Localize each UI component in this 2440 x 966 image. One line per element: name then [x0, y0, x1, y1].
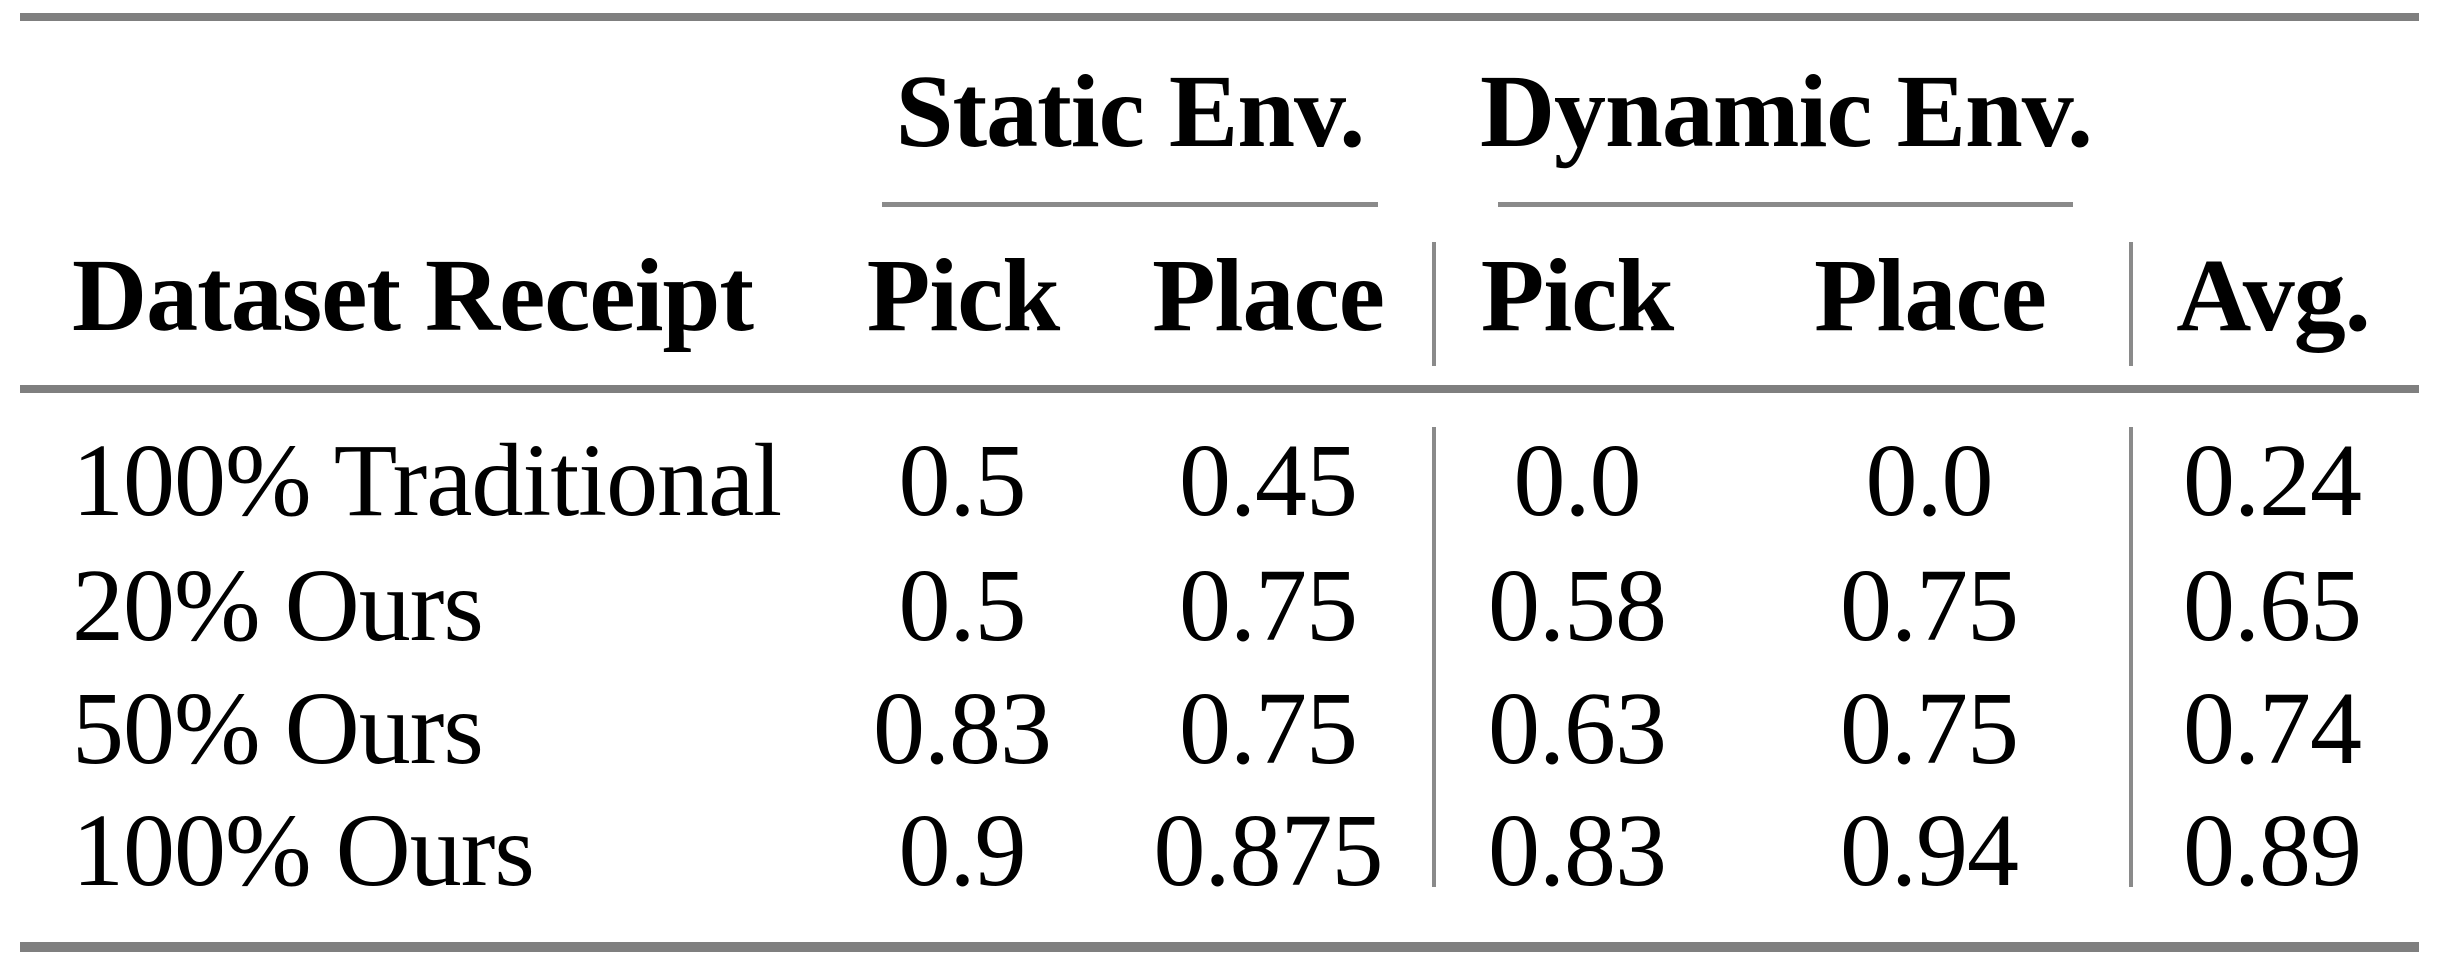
cell-static-pick: 0.5 [898, 548, 1027, 663]
group-header-dynamic-env: Dynamic Env. [1479, 54, 2093, 169]
vertical-rule-1-body [1432, 427, 1436, 887]
column-header-dynamic-pick: Pick [1480, 238, 1674, 353]
cell-dynamic-place: 0.0 [1865, 423, 1994, 538]
cell-static-pick: 0.83 [873, 671, 1052, 786]
mid-rule [20, 385, 2419, 393]
cell-static-place: 0.75 [1179, 671, 1358, 786]
cell-static-place: 0.875 [1153, 793, 1384, 908]
cell-static-place: 0.75 [1179, 548, 1358, 663]
vertical-rule-2-body [2129, 427, 2133, 887]
cell-dynamic-pick: 0.0 [1513, 423, 1642, 538]
column-header-dataset-receipt: Dataset Receipt [72, 238, 754, 353]
cell-dynamic-pick: 0.63 [1488, 671, 1667, 786]
row-label: 50% Ours [72, 671, 484, 786]
cmidrule-dynamic-env [1498, 202, 2073, 207]
cell-avg: 0.89 [2183, 793, 2362, 908]
cell-dynamic-place: 0.75 [1840, 548, 2019, 663]
column-header-avg: Avg. [2176, 238, 2370, 353]
top-rule [20, 13, 2419, 21]
column-header-static-place: Place [1152, 238, 1385, 353]
vertical-rule-1-header [1432, 242, 1436, 366]
cell-avg: 0.24 [2183, 423, 2362, 538]
bottom-rule [20, 942, 2419, 952]
cell-dynamic-pick: 0.58 [1488, 548, 1667, 663]
cell-static-pick: 0.5 [898, 423, 1027, 538]
cell-dynamic-place: 0.94 [1840, 793, 2019, 908]
cell-dynamic-place: 0.75 [1840, 671, 2019, 786]
cell-avg: 0.65 [2183, 548, 2362, 663]
row-label: 100% Ours [72, 793, 535, 908]
row-label: 20% Ours [72, 548, 484, 663]
row-label: 100% Traditional [72, 423, 782, 538]
cell-static-place: 0.45 [1179, 423, 1358, 538]
cell-static-pick: 0.9 [898, 793, 1027, 908]
cell-dynamic-pick: 0.83 [1488, 793, 1667, 908]
cmidrule-static-env [882, 202, 1378, 207]
column-header-dynamic-place: Place [1814, 238, 2047, 353]
cell-avg: 0.74 [2183, 671, 2362, 786]
vertical-rule-2-header [2129, 242, 2133, 366]
column-header-static-pick: Pick [866, 238, 1060, 353]
group-header-static-env: Static Env. [895, 54, 1366, 169]
